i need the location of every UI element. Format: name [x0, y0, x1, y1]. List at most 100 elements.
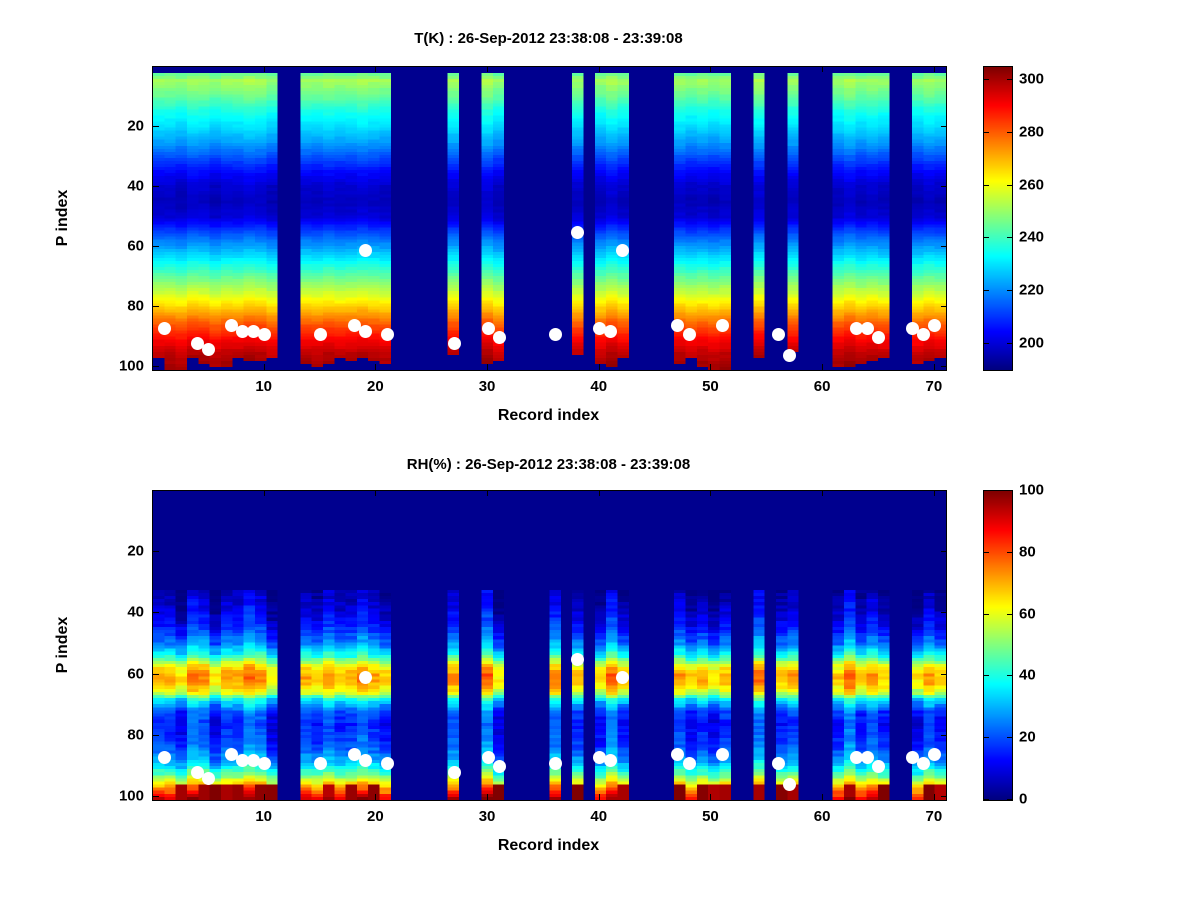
x-tick [263, 491, 265, 496]
colorbar-tick [984, 490, 989, 491]
x-tick-label: 70 [925, 808, 943, 825]
overlay-marker [358, 243, 372, 257]
x-tick-label: 10 [255, 808, 273, 825]
x-tick [487, 67, 489, 72]
overlay-marker [314, 327, 328, 341]
overlay-marker [548, 327, 562, 341]
x-tick [598, 491, 600, 496]
x-tick-label: 60 [813, 808, 831, 825]
x-tick [822, 794, 824, 800]
y-tick [941, 734, 946, 736]
overlay-marker [593, 321, 607, 335]
x-tick [822, 491, 824, 496]
y-tick [153, 186, 159, 187]
overlay-marker [448, 765, 462, 779]
overlay-marker [615, 671, 629, 685]
y-tick [941, 126, 946, 127]
overlay-marker [247, 324, 261, 338]
x-tick [375, 67, 377, 72]
y-tick [153, 734, 159, 736]
colorbar-tick-label: 260 [1019, 176, 1045, 194]
overlay-marker [157, 321, 171, 335]
colorbar-tick [1007, 551, 1012, 553]
y-tick [941, 673, 946, 675]
overlay-marker [548, 756, 562, 770]
colorbar-temperature[interactable] [983, 66, 1013, 371]
y-tick-label: 20 [127, 117, 144, 135]
heatmap-relative-humidity [153, 491, 946, 800]
heatmap-temperature [153, 67, 946, 370]
y-tick [153, 612, 159, 614]
overlay-marker [872, 330, 886, 344]
overlay-marker [783, 778, 797, 792]
y-tick-label: 20 [127, 542, 144, 560]
colorbar-tick-label: 40 [1019, 666, 1036, 684]
colorbar-tick-label: 200 [1019, 334, 1045, 352]
overlay-marker [682, 327, 696, 341]
overlay-marker [905, 321, 919, 335]
x-tick [375, 364, 377, 370]
y-tick [941, 306, 946, 307]
overlay-marker [481, 750, 495, 764]
overlay-marker [191, 336, 205, 350]
colorbar-tick [984, 79, 989, 81]
colorbar-tick-label: 220 [1019, 281, 1045, 299]
x-axis-label: Record index [497, 837, 600, 854]
overlay-marker [358, 753, 372, 767]
colorbar-tick [984, 799, 989, 800]
colorbar-tick [984, 342, 989, 344]
x-tick [487, 794, 489, 800]
colorbar-tick-label: 0 [1019, 790, 1028, 808]
overlay-marker [716, 318, 730, 332]
colorbar-tick [1007, 289, 1012, 291]
x-tick [710, 491, 712, 496]
overlay-marker [492, 759, 506, 773]
overlay-marker [861, 321, 875, 335]
overlay-marker [917, 756, 931, 770]
x-tick [822, 364, 824, 370]
overlay-marker [247, 753, 261, 767]
y-tick [941, 795, 946, 797]
overlay-marker [928, 318, 942, 332]
y-tick-label: 60 [127, 665, 144, 683]
y-tick [941, 186, 946, 187]
colorbar-tick [1007, 184, 1012, 186]
axes-relative-humidity[interactable] [152, 490, 947, 801]
axes-temperature[interactable] [152, 66, 947, 371]
overlay-marker [347, 318, 361, 332]
y-tick-label: 40 [127, 177, 144, 195]
plot-title-relative-humidity: RH(%) : 26-Sep-2012 23:38:08 - 23:39:08 [406, 456, 691, 473]
y-tick [153, 126, 159, 127]
overlay-marker [258, 327, 272, 341]
colorbar-tick-label: 240 [1019, 228, 1045, 246]
x-tick-label: 40 [590, 378, 608, 395]
overlay-marker [347, 747, 361, 761]
colorbar-tick [984, 613, 989, 615]
y-tick [941, 551, 946, 553]
colorbar-tick [984, 551, 989, 553]
x-tick [375, 491, 377, 496]
x-tick [598, 794, 600, 800]
x-tick [933, 67, 935, 72]
y-axis-label: P index [54, 616, 71, 673]
overlay-marker [850, 321, 864, 335]
marker-layer-temperature [153, 67, 946, 370]
overlay-marker [358, 324, 372, 338]
overlay-marker [448, 336, 462, 350]
overlay-marker [771, 756, 785, 770]
overlay-marker [928, 747, 942, 761]
overlay-marker [191, 765, 205, 779]
x-tick [598, 364, 600, 370]
y-axis-label: P index [54, 189, 71, 246]
x-tick-label: 20 [367, 378, 384, 395]
colorbar-relative-humidity[interactable] [983, 490, 1013, 801]
colorbar-tick [984, 289, 989, 291]
overlay-marker [570, 652, 584, 666]
x-axis-label: Record index [497, 407, 600, 424]
y-tick [941, 246, 946, 247]
overlay-marker [235, 753, 249, 767]
colorbar-tick-label: 300 [1019, 70, 1045, 88]
x-tick [375, 794, 377, 800]
colorbar-tick-label: 80 [1019, 543, 1036, 561]
colorbar-tick [984, 737, 989, 739]
